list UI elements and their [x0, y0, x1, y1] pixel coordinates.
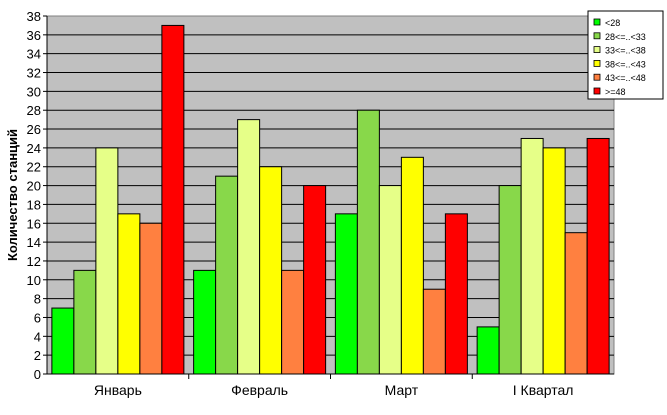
y-tick-label: 36 — [27, 28, 41, 43]
bar — [356, 109, 380, 375]
bar — [400, 156, 424, 375]
x-tick-labels: Январь Февраль Март I Квартал — [94, 382, 574, 398]
bar — [586, 137, 610, 375]
legend-label: <28 — [605, 18, 620, 28]
y-tick-label: 4 — [34, 329, 41, 344]
legend-label: 43<=..<48 — [605, 73, 646, 83]
bar — [139, 222, 163, 375]
bar — [117, 213, 141, 375]
bar — [281, 269, 305, 375]
y-tick-label: 16 — [27, 216, 41, 231]
y-tick-label: 28 — [27, 103, 41, 118]
x-tick-label: Февраль — [231, 382, 288, 398]
y-tick-label: 14 — [27, 235, 41, 250]
axes — [43, 15, 614, 379]
bar — [564, 232, 588, 375]
bar — [303, 185, 327, 375]
bar — [520, 137, 544, 375]
y-tick-label: 20 — [27, 179, 41, 194]
legend-label: 38<=..<43 — [605, 59, 646, 69]
bar — [193, 269, 217, 375]
legend-swatch — [593, 60, 601, 67]
bar — [498, 185, 522, 375]
y-tick-label: 26 — [27, 122, 41, 137]
y-tick-label: 0 — [34, 367, 41, 382]
legend-swatch — [593, 73, 601, 81]
y-tick-label: 22 — [27, 160, 41, 175]
y-tick-label: 18 — [27, 197, 41, 212]
bar — [73, 269, 97, 375]
bar — [161, 24, 185, 375]
y-tick-label: 34 — [27, 47, 41, 62]
bar — [542, 147, 566, 375]
bar — [476, 326, 500, 375]
y-tick-label: 12 — [27, 254, 41, 269]
y-tick-label: 30 — [27, 84, 41, 99]
y-tick-label: 10 — [27, 273, 41, 288]
y-axis-label: Количество станций — [5, 129, 20, 261]
y-tick-label: 6 — [34, 310, 41, 325]
bar — [51, 307, 75, 375]
legend-swatch — [593, 46, 601, 53]
x-tick-label: I Квартал — [513, 382, 574, 398]
legend-label: 28<=..<33 — [605, 32, 646, 42]
bar — [422, 288, 446, 375]
legend-swatch — [593, 87, 601, 95]
legend-swatch — [593, 32, 601, 40]
y-tick-label: 8 — [34, 292, 41, 307]
y-tick-label: 38 — [27, 9, 41, 24]
legend-label: 33<=..<38 — [605, 46, 646, 56]
legend: <28 28<=..<33 33<=..<38 38<=..<43 43<=..<48 >… — [587, 10, 664, 100]
bar — [259, 166, 283, 375]
bar — [378, 185, 402, 375]
bars — [51, 24, 610, 375]
bar — [95, 147, 119, 375]
bar — [215, 175, 239, 375]
x-tick-label: Март — [385, 382, 419, 398]
bar — [237, 119, 261, 375]
x-tick-label: Январь — [94, 382, 142, 398]
y-tick-label: 32 — [27, 66, 41, 81]
y-tick-label: 2 — [34, 348, 41, 363]
legend-label: >=48 — [605, 87, 626, 97]
legend-swatch — [593, 18, 601, 26]
legend-box — [587, 10, 664, 100]
bar — [444, 213, 468, 375]
bar — [334, 213, 358, 375]
y-tick-label: 24 — [27, 141, 41, 156]
